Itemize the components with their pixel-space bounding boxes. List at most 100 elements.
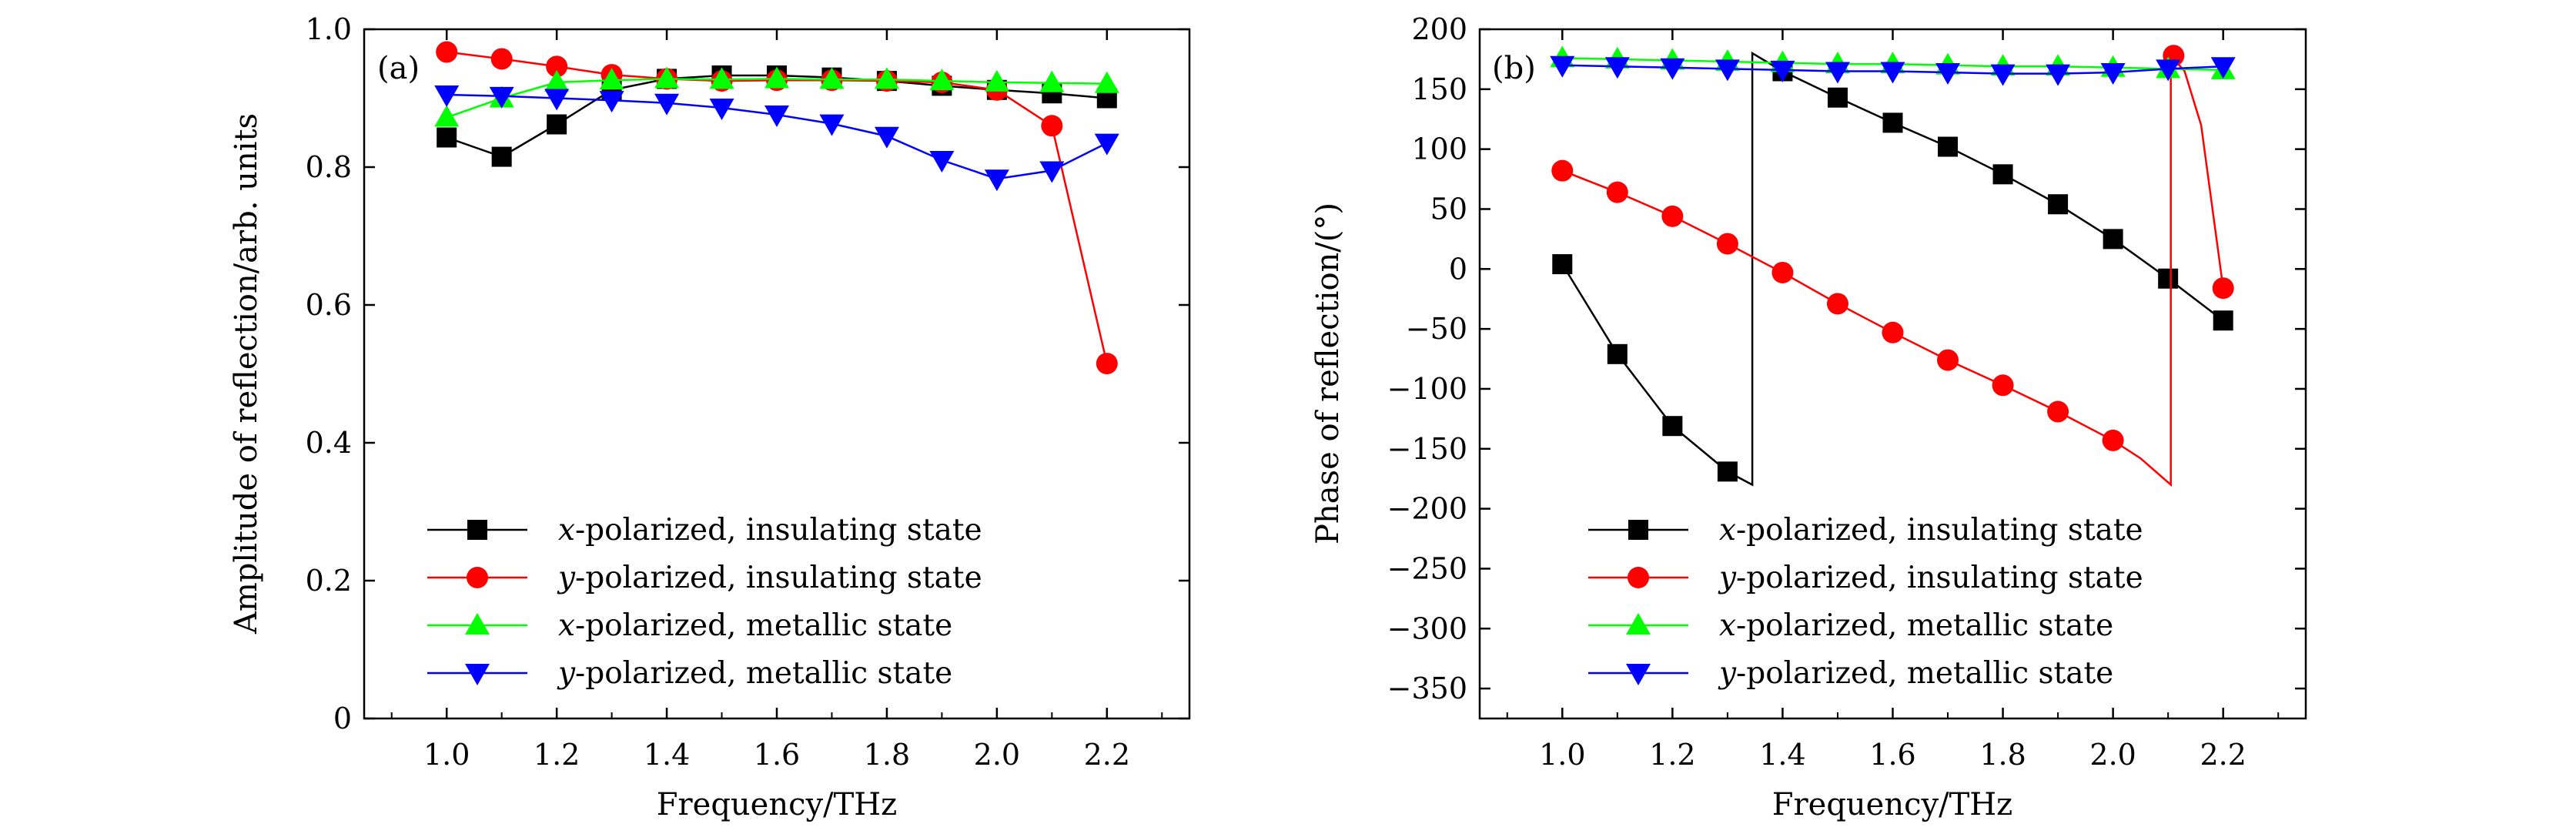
data-point — [1661, 205, 1684, 227]
data-point — [1770, 60, 1795, 82]
data-point — [874, 126, 899, 149]
y-tick-label: 0.8 — [306, 150, 352, 184]
data-point — [1827, 87, 1848, 108]
y-tick-label: 0.6 — [306, 288, 352, 322]
data-point — [1771, 261, 1794, 283]
data-point — [1660, 58, 1685, 80]
y-tick-label: −50 — [1406, 312, 1467, 346]
y-tick-label: 100 — [1411, 132, 1467, 166]
y-axis-label-b: Phase of reflection/(°) — [1310, 203, 1346, 544]
y-ticks-a: 0 0.2 0.4 0.6 0.8 1.0 — [306, 12, 1189, 735]
data-point — [764, 105, 789, 127]
x-tick-label: 1.8 — [864, 738, 910, 772]
data-point — [2046, 64, 2071, 86]
legend-marker — [1626, 664, 1651, 685]
data-point — [1039, 70, 1065, 92]
legend-marker — [1626, 613, 1651, 635]
data-point — [1604, 57, 1630, 79]
data-point — [654, 93, 680, 116]
legend-marker — [1628, 567, 1649, 588]
y-tick-label: 1.0 — [306, 12, 352, 46]
legend-text: -polarized, metallic state — [1736, 608, 2113, 643]
x-tick-label: 1.2 — [1649, 738, 1695, 772]
data-point — [547, 114, 567, 135]
data-point — [2100, 63, 2126, 85]
data-point — [599, 91, 624, 113]
y-tick-label: 0 — [333, 702, 352, 735]
x-ticks-b: 1.0 1.2 1.4 1.6 1.8 2.0 2.2 — [1506, 29, 2280, 772]
data-point — [1825, 62, 1850, 84]
x-tick-label: 2.0 — [2089, 738, 2136, 772]
x-tick-label: 1.6 — [1869, 738, 1915, 772]
x-tick-label: 2.2 — [2200, 738, 2246, 772]
legend-label: x-polarized, insulating state — [1719, 513, 2143, 548]
panel-label-b: (b) — [1492, 51, 1536, 86]
data-point — [491, 146, 512, 167]
series-x-polarized-metallic-state — [434, 66, 1119, 127]
legend-label: y-polarized, metallic state — [557, 656, 952, 691]
data-point — [1880, 62, 1905, 84]
legend-entry: x-polarized, metallic state — [427, 608, 952, 643]
y-tick-label: 0.4 — [306, 426, 352, 460]
y-tick-label: −150 — [1387, 432, 1467, 466]
data-point — [1041, 115, 1063, 137]
data-point — [819, 67, 845, 89]
legend-marker — [467, 567, 488, 588]
legend-entry: x-polarized, insulating state — [1588, 513, 2143, 548]
x-ticks-a: 1.0 1.2 1.4 1.6 1.8 2.0 2.2 — [390, 29, 1163, 772]
data-point — [1990, 64, 2016, 86]
data-point — [984, 169, 1009, 192]
x-tick-label: 1.4 — [644, 738, 690, 772]
y-tick-label: 50 — [1430, 192, 1467, 226]
data-point — [654, 66, 680, 89]
data-point — [1882, 112, 1903, 133]
data-point — [1937, 349, 1959, 371]
y-tick-label: 0.2 — [306, 564, 352, 598]
series-y-polarized-insulating-state — [1551, 45, 2234, 487]
data-point — [2156, 59, 2181, 82]
legend-variable: y — [1718, 561, 1737, 595]
legend-label: x-polarized, metallic state — [558, 608, 952, 643]
legend-variable: x — [1719, 513, 1736, 548]
legend-label: x-polarized, insulating state — [558, 513, 982, 548]
legend-marker — [465, 664, 490, 685]
legend-label: x-polarized, metallic state — [1719, 608, 2113, 643]
series-b — [1550, 45, 2236, 487]
y-tick-label: 200 — [1411, 12, 1467, 46]
x-tick-label: 1.0 — [423, 738, 470, 772]
legend-label: y-polarized, insulating state — [557, 561, 982, 595]
legend-text: -polarized, insulating state — [575, 561, 982, 595]
data-point — [709, 99, 734, 121]
series-y-polarized-metallic-state — [434, 85, 1119, 192]
data-point — [1552, 254, 1573, 275]
data-point — [2210, 57, 2236, 79]
x-tick-label: 1.6 — [754, 738, 800, 772]
y-ticks-b: 200 150 100 50 0 −50 −100 −150 −200 −250 −300 −350 — [1387, 12, 2306, 705]
legend-variable: y — [557, 561, 576, 595]
data-point — [1882, 321, 1904, 343]
legend-entry: y-polarized, metallic state — [1588, 656, 2113, 691]
x-tick-label: 2.0 — [974, 738, 1020, 772]
data-point — [1551, 159, 1574, 182]
legend-marker — [467, 520, 487, 540]
legend-entry: y-polarized, insulating state — [427, 561, 982, 595]
panel-a-amplitude: 1.0 1.2 1.4 1.6 1.8 2.0 2.2 0 0.2 0.4 0.6 0.8 1.0 (… — [229, 12, 1191, 822]
legend-text: -polarized, metallic state — [1736, 656, 2113, 691]
legend-variable: x — [558, 513, 575, 548]
y-tick-label: 150 — [1411, 72, 1467, 106]
legend-a: x-polarized, insulating statey-polarized… — [427, 513, 982, 691]
y-tick-label: −100 — [1387, 372, 1467, 406]
data-point — [1094, 133, 1119, 156]
data-point — [2048, 194, 2069, 215]
y-tick-label: −200 — [1387, 492, 1467, 526]
data-point — [544, 89, 570, 111]
legend-label: y-polarized, metallic state — [1718, 656, 2113, 691]
panel-b-phase: 1.0 1.2 1.4 1.6 1.8 2.0 2.2 200 150 100 50 0 −50 −10… — [1310, 12, 2307, 822]
data-point — [436, 41, 458, 63]
data-point — [434, 105, 460, 127]
data-point — [1094, 71, 1119, 93]
x-tick-label: 1.8 — [1979, 738, 2026, 772]
data-point — [1096, 353, 1118, 375]
data-point — [434, 85, 460, 108]
data-point — [1938, 136, 1959, 157]
